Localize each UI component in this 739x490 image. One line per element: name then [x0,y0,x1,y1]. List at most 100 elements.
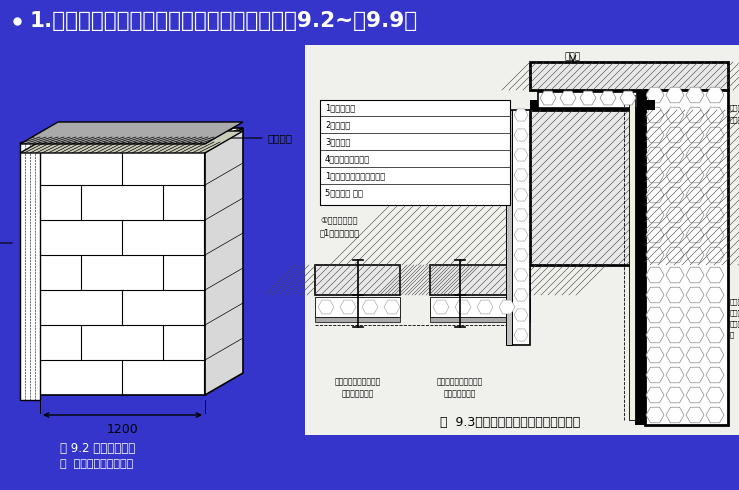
Polygon shape [686,267,704,283]
Text: ①层以人墙标距: ①层以人墙标距 [320,216,358,224]
Polygon shape [686,327,704,343]
Text: 玻纤网格布贴背密实: 玻纤网格布贴背密实 [730,105,739,111]
Polygon shape [686,167,704,183]
Text: （初防同格布）: （初防同格布） [444,390,476,398]
Polygon shape [706,127,724,143]
Polygon shape [706,247,724,263]
Polygon shape [686,367,704,383]
Text: 板: 板 [730,332,735,338]
Polygon shape [40,128,243,150]
Text: 1.外墙外保温工程几种常见构造做法图（见图9.2~图9.9）: 1.外墙外保温工程几种常见构造做法图（见图9.2~图9.9） [30,11,418,31]
Polygon shape [560,91,576,105]
Polygon shape [646,407,664,423]
Text: 图 9.2 聚苯板排板图: 图 9.2 聚苯板排板图 [60,441,135,455]
Polygon shape [666,227,684,243]
Polygon shape [318,300,334,314]
Polygon shape [646,87,664,103]
Polygon shape [706,367,724,383]
Polygon shape [686,87,704,103]
Polygon shape [666,107,684,123]
Text: 1200: 1200 [106,423,138,436]
Polygon shape [686,287,704,303]
Bar [635,90,645,425]
Polygon shape [666,407,684,423]
Polygon shape [666,267,684,283]
Polygon shape [706,307,724,323]
Text: 底层抹灰: 底层抹灰 [267,133,292,143]
Bar [538,92,637,108]
Polygon shape [666,387,684,403]
Polygon shape [666,307,684,323]
Polygon shape [646,247,664,263]
Polygon shape [646,287,664,303]
Polygon shape [514,229,528,241]
Bar [40,150,205,395]
Polygon shape [666,87,684,103]
Bar [629,95,635,420]
Polygon shape [646,167,664,183]
Polygon shape [499,300,515,314]
Polygon shape [646,267,664,283]
Polygon shape [477,300,493,314]
Text: 图  9.3首层墙体构造及墙角构造处理图: 图 9.3首层墙体构造及墙角构造处理图 [440,416,580,428]
Polygon shape [646,147,664,163]
Polygon shape [706,107,724,123]
Polygon shape [706,407,724,423]
Bar [530,110,635,265]
Polygon shape [646,227,664,243]
Polygon shape [20,131,243,153]
Polygon shape [514,129,528,141]
Polygon shape [706,287,724,303]
Polygon shape [666,167,684,183]
Text: 聚苯板及附件网格布: 聚苯板及附件网格布 [730,117,739,123]
Text: 5．应轩墙 刷层: 5．应轩墙 刷层 [325,189,363,197]
Polygon shape [646,307,664,323]
Polygon shape [620,91,636,105]
Polygon shape [384,300,400,314]
Polygon shape [706,167,724,183]
Polygon shape [666,347,684,363]
Text: 聚苯板及附件网格布: 聚苯板及附件网格布 [730,310,739,317]
Text: 2．构筑层: 2．构筑层 [325,121,350,129]
Polygon shape [666,207,684,223]
Bar [320,100,510,205]
Polygon shape [706,87,724,103]
Polygon shape [686,187,704,203]
Polygon shape [455,300,471,314]
Polygon shape [580,91,596,105]
Polygon shape [666,147,684,163]
Polygon shape [686,387,704,403]
Polygon shape [706,147,724,163]
Polygon shape [686,127,704,143]
Polygon shape [706,267,724,283]
Polygon shape [340,300,356,314]
Polygon shape [686,347,704,363]
Bar [645,90,728,425]
Bar [506,110,512,345]
Bar [512,110,530,345]
Polygon shape [514,209,528,221]
Polygon shape [646,347,664,363]
Polygon shape [686,307,704,323]
Bar [315,297,400,317]
Polygon shape [362,300,378,314]
Polygon shape [646,127,664,143]
Polygon shape [666,187,684,203]
Bar [430,317,530,322]
Polygon shape [686,407,704,423]
Text: 3．聚苯板: 3．聚苯板 [325,138,350,147]
Polygon shape [20,122,243,144]
Polygon shape [514,189,528,201]
Text: （1层可用断材）: （1层可用断材） [320,228,360,238]
Polygon shape [646,327,664,343]
Polygon shape [540,91,556,105]
Polygon shape [666,247,684,263]
Text: 1层入用层粉球应刷同格布: 1层入用层粉球应刷同格布 [325,172,385,180]
Bar [430,265,530,295]
Bar [0,0,739,42]
Polygon shape [514,269,528,281]
Polygon shape [686,227,704,243]
Polygon shape [205,128,243,395]
Polygon shape [646,367,664,383]
Polygon shape [706,327,724,343]
